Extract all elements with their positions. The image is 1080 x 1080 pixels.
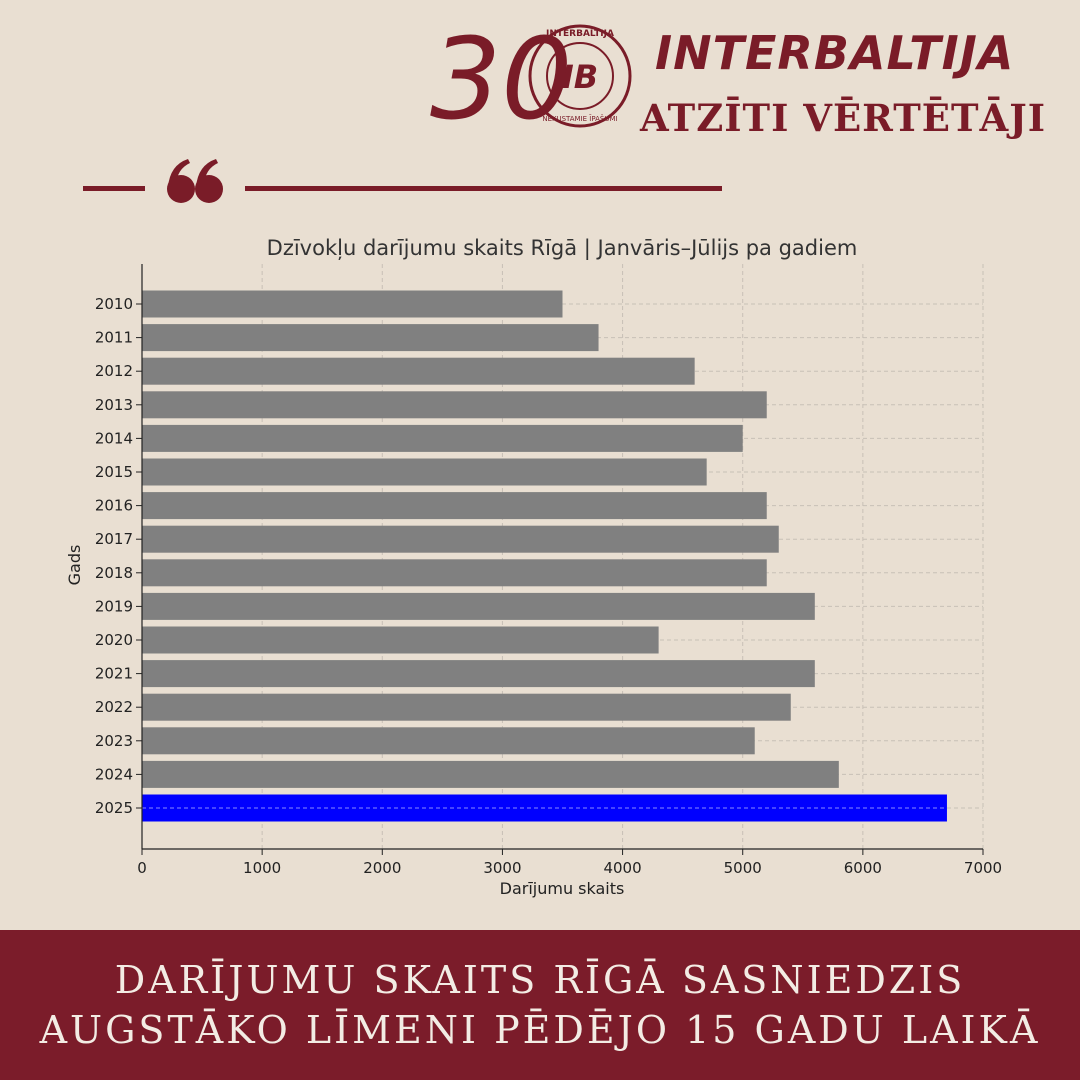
x-tick-labels: 0 1000 2000 3000 4000 5000 6000 7000: [137, 859, 1002, 877]
y-tick-label: 2013: [95, 396, 133, 414]
bar-2018: [142, 559, 767, 587]
y-tick-label: 2011: [95, 329, 133, 347]
y-tick-label: 2012: [95, 362, 133, 380]
y-tick-label: 2010: [95, 295, 133, 313]
bar-2021: [142, 660, 815, 688]
x-tick-label: 2000: [363, 859, 401, 877]
bar-2013: [142, 391, 767, 419]
footer-line-2: augstāko līmeni pēdējo 15 gadu laikā: [39, 1008, 1041, 1052]
bar-2020: [142, 626, 659, 654]
y-tick-labels: 2010 2011 2012 2013 2014 2015 2016 2017 2018 2019…: [95, 295, 133, 817]
logo-monogram: IB: [562, 58, 598, 96]
y-tick-label: 2020: [95, 631, 133, 649]
chart-title: Dzīvokļu darījumu skaits Rīgā | Janvāris…: [267, 236, 858, 261]
logo-seal: [528, 24, 632, 128]
bar-2012: [142, 357, 695, 385]
bar-2019: [142, 592, 815, 620]
y-tick-label: 2018: [95, 564, 133, 582]
divider-line-right: [245, 186, 722, 191]
chart-axes: [136, 264, 984, 855]
y-tick-label: 2016: [95, 497, 133, 515]
x-tick-label: 0: [137, 859, 147, 877]
footer-banner: Darījumu skaits Rīgā sasniedzis augstāko…: [0, 930, 1080, 1080]
y-tick-label: 2021: [95, 665, 133, 683]
y-axis-label: Gads: [65, 545, 84, 586]
brand-name: INTERBALTIJA: [655, 26, 1015, 80]
chart-bars: [142, 290, 947, 822]
y-tick-label: 2022: [95, 698, 133, 716]
bar-2016: [142, 492, 767, 520]
bar-2023: [142, 727, 755, 755]
y-tick-label: 2019: [95, 597, 133, 615]
bar-2010: [142, 290, 563, 318]
y-tick-label: 2015: [95, 463, 133, 481]
y-tick-label: 2014: [95, 429, 133, 447]
bar-chart: Dzīvokļu darījumu skaits Rīgā | Janvāris…: [65, 236, 1002, 898]
bar-2011: [142, 324, 599, 352]
logo-seal-inner: [546, 42, 614, 110]
footer-line-1: Darījumu skaits Rīgā sasniedzis: [114, 958, 966, 1002]
x-tick-label: 7000: [964, 859, 1002, 877]
y-tick-label: 2024: [95, 765, 133, 783]
bar-2024: [142, 760, 839, 788]
bar-2017: [142, 525, 779, 553]
y-tick-label: 2017: [95, 530, 133, 548]
divider-line-left: [83, 186, 145, 191]
bar-2022: [142, 693, 791, 721]
x-axis-label: Darījumu skaits: [500, 879, 625, 898]
brand-tagline: ATZĪTI VĒRTĒTĀJI: [640, 96, 1047, 140]
logo-seal-top-text: INTERBALTIJA: [546, 29, 614, 39]
interbaltija-30-logo: 30 IB INTERBALTIJA NEKUSTAMIE ĪPAŠUMI: [430, 18, 632, 136]
header: 30 IB INTERBALTIJA NEKUSTAMIE ĪPAŠUMI IN…: [0, 0, 1080, 150]
bar-2015: [142, 458, 707, 486]
logo-seal-bottom-text: NEKUSTAMIE ĪPAŠUMI: [542, 114, 617, 123]
x-tick-label: 6000: [844, 859, 882, 877]
bar-2014: [142, 424, 743, 452]
x-tick-label: 3000: [483, 859, 521, 877]
quote-icon: [167, 159, 223, 203]
x-tick-label: 4000: [603, 859, 641, 877]
y-tick-label: 2023: [95, 732, 133, 750]
x-tick-label: 1000: [243, 859, 281, 877]
x-tick-label: 5000: [724, 859, 762, 877]
y-tick-label: 2025: [95, 799, 133, 817]
quote-divider: [83, 159, 722, 203]
